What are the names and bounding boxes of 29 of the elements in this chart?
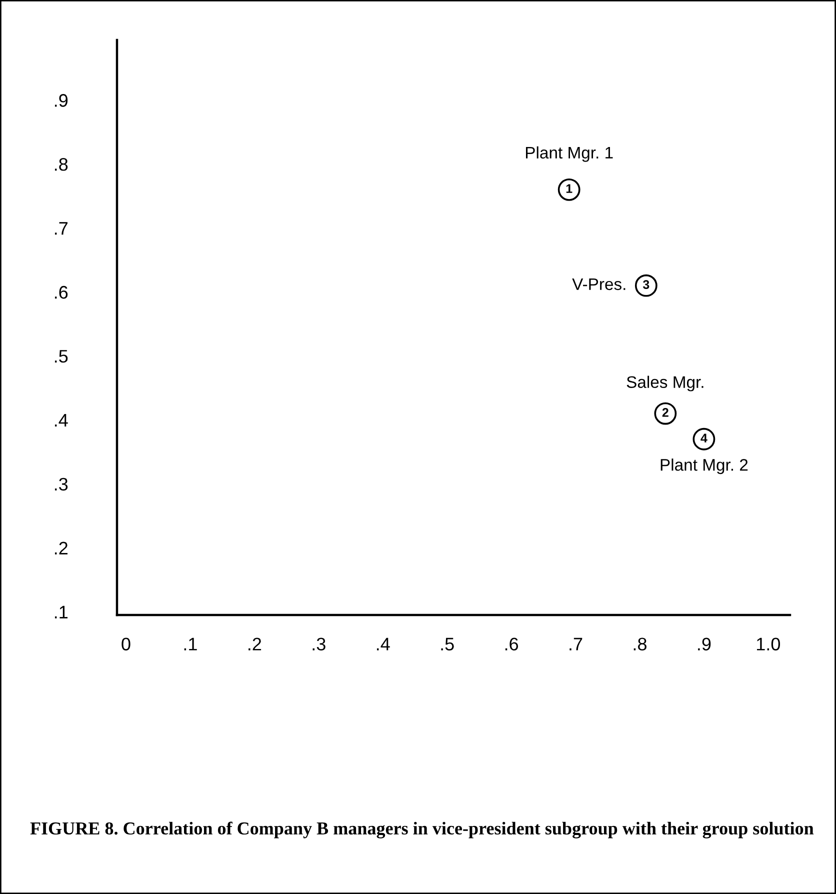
- y-tick-label: .9: [54, 94, 68, 107]
- x-tick-label: .1: [184, 638, 197, 650]
- annotation: V-Pres.: [572, 278, 626, 290]
- x-tick-label: .7: [570, 638, 582, 650]
- x-tick-label: 1.0: [756, 638, 780, 650]
- x-tick-label: .5: [441, 638, 454, 650]
- annotation: Plant Mgr. 1: [526, 146, 613, 162]
- annotation: 1: [566, 184, 572, 193]
- x-tick-label: .9: [698, 638, 711, 650]
- annotation: 4: [700, 434, 708, 442]
- x-tick-label: .8: [634, 638, 646, 650]
- annotation: 3: [642, 280, 650, 289]
- x-tick-label: 0: [122, 638, 130, 650]
- y-tick-label: .4: [54, 414, 68, 426]
- annotation: Plant Mgr. 2: [660, 458, 748, 474]
- y-tick-label: .1: [54, 606, 68, 618]
- y-tick-label: .7: [54, 222, 68, 235]
- x-tick-label: .4: [376, 638, 390, 650]
- y-tick-label: .2: [54, 542, 68, 554]
- y-tick-label: .5: [54, 350, 68, 363]
- x-tick-label: .2: [248, 638, 262, 650]
- x-tick-label: .3: [312, 638, 326, 650]
- annotation: 2: [662, 408, 668, 417]
- annotation: Sales Mgr.: [626, 376, 704, 392]
- x-tick-label: .6: [505, 638, 518, 650]
- caption: FIGURE 8. Correlation of Company B managers in vice-president subgroup with their group solution: [30, 822, 814, 838]
- y-tick-label: .3: [54, 478, 68, 491]
- y-tick-label: .8: [54, 158, 68, 171]
- y-tick-label: .6: [54, 286, 68, 299]
